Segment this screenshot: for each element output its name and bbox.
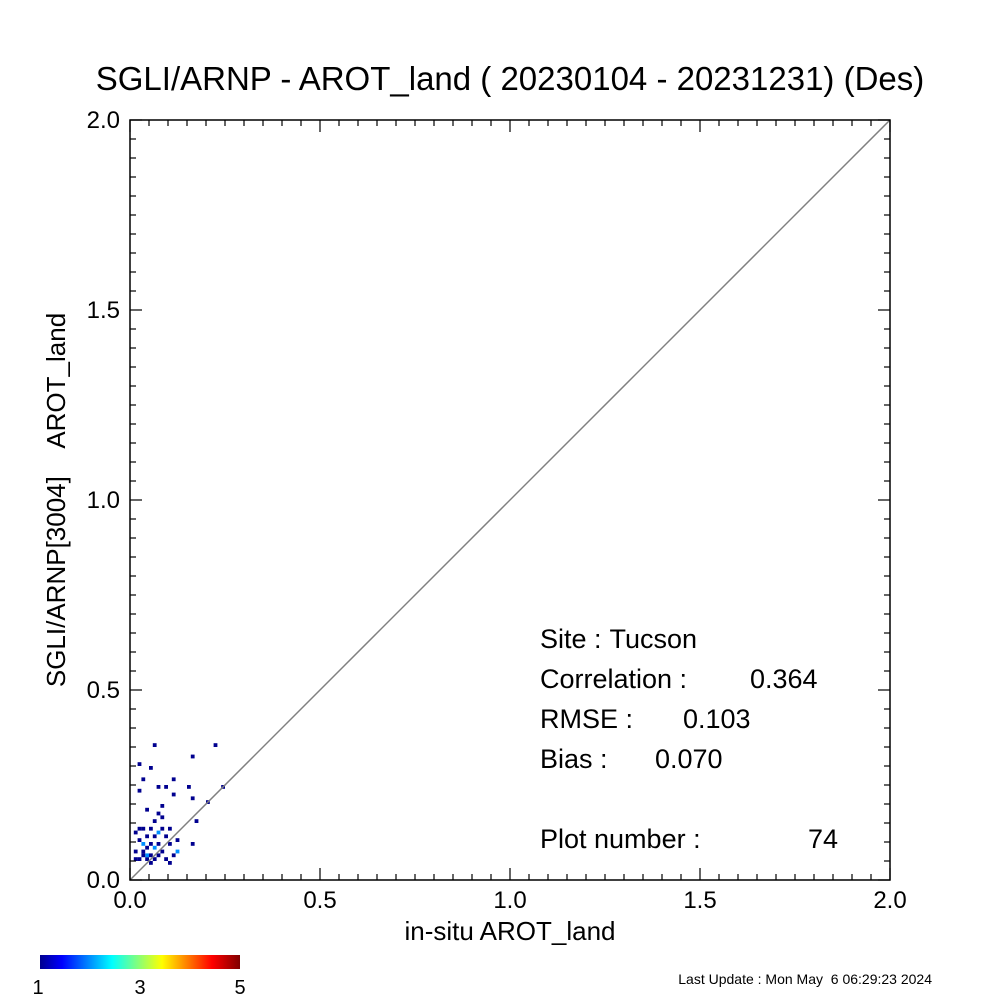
density-bin: [145, 853, 149, 858]
density-bin: [175, 849, 180, 854]
x-tick-label: 0.0: [113, 887, 146, 914]
y-tick-label: 2.0: [87, 107, 120, 134]
density-bin: [160, 849, 165, 854]
density-bin: [152, 857, 157, 861]
density-bin: [164, 857, 168, 861]
density-bin: [156, 830, 161, 835]
x-tick-label: 1.0: [493, 887, 526, 914]
density-bin: [168, 861, 172, 865]
density-bin: [156, 853, 161, 858]
density-bin: [145, 807, 149, 812]
density-bin: [190, 796, 195, 801]
colorbar: [40, 955, 240, 969]
x-tick-label: 1.5: [683, 887, 716, 914]
density-bin: [171, 792, 176, 797]
density-bin: [194, 819, 199, 823]
density-bin: [133, 849, 138, 854]
y-tick-label: 0.0: [87, 867, 120, 894]
stat-site: Site : Tucson: [540, 624, 697, 654]
density-bin: [152, 834, 157, 839]
density-bin: [137, 838, 142, 842]
axis-ticks: [129, 119, 891, 881]
density-bin: [190, 754, 195, 759]
one-to-one-line: [129, 119, 891, 881]
density-bin: [141, 849, 146, 854]
chart-title: SGLI/ARNP - AROT_land ( 20230104 - 20231…: [96, 60, 925, 97]
density-bin: [175, 838, 180, 842]
density-bin: [145, 834, 149, 839]
density-bin: [141, 853, 146, 858]
density-bin: [145, 845, 149, 850]
density-bin: [164, 785, 168, 789]
density-bins: [133, 743, 225, 865]
density-bin: [168, 826, 172, 831]
colorbar-tick-label: 3: [134, 977, 145, 999]
density-bin: [160, 804, 165, 808]
colorbar-tick-label: 1: [32, 977, 43, 999]
density-bin: [149, 861, 153, 865]
density-bin: [145, 857, 149, 861]
y-axis-label: SGLI/ARNP[3004] AROT_land: [41, 313, 71, 687]
y-tick-label: 1.5: [87, 297, 120, 324]
density-bin: [190, 842, 195, 846]
stat-rmse: RMSE :0.103: [540, 704, 751, 734]
density-bin: [141, 842, 146, 846]
density-bin: [152, 743, 157, 747]
density-bin: [168, 842, 172, 846]
x-tick-label: 2.0: [873, 887, 906, 914]
density-bin: [160, 815, 165, 820]
density-bin: [149, 842, 153, 846]
last-update-text: Last Update : Mon May 6 06:29:23 2024: [678, 971, 932, 987]
colorbar-tick-label: 5: [234, 977, 245, 999]
density-bin: [141, 826, 146, 831]
density-bin: [137, 857, 142, 861]
density-bin: [213, 743, 218, 747]
density-bin: [149, 853, 153, 858]
density-bin: [152, 845, 157, 850]
density-bin: [171, 777, 176, 782]
y-tick-label: 1.0: [87, 487, 120, 514]
density-bin: [137, 762, 142, 766]
x-axis-label: in-situ AROT_land: [405, 916, 616, 946]
density-bin: [149, 826, 153, 831]
density-bin: [149, 766, 153, 770]
stat-correlation: Correlation :0.364: [540, 664, 818, 694]
density-bin: [141, 777, 146, 782]
density-bin: [156, 842, 161, 846]
density-bin: [137, 788, 142, 793]
density-bin: [133, 857, 138, 861]
stat-plot-number: Plot number :74: [540, 824, 838, 854]
density-bin: [187, 785, 191, 789]
density-bin: [171, 853, 176, 858]
density-bin: [156, 811, 161, 816]
y-tick-label: 0.5: [87, 677, 120, 704]
density-bin: [133, 830, 138, 835]
density-bin: [160, 826, 165, 831]
x-tick-label: 0.5: [303, 887, 336, 914]
density-bin: [137, 826, 142, 831]
density-bin: [156, 785, 161, 789]
density-bin: [164, 834, 168, 839]
stat-bias: Bias :0.070: [540, 744, 723, 774]
density-bin: [152, 819, 157, 823]
